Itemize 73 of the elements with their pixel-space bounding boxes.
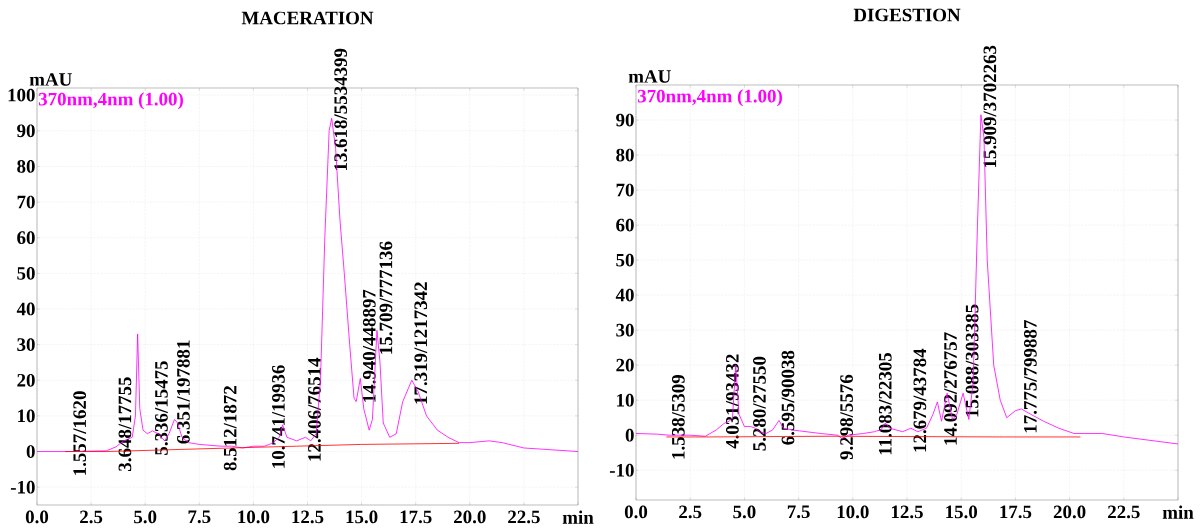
text: 370nm,4nm (1.00) [38,92,183,110]
x-tick-label: 7.5 [188,510,211,524]
annotation: 17.319/1217342 [414,282,428,404]
x-tick-label: 0.0 [624,505,648,519]
y-tick-label: 0 [26,445,35,458]
y-tick-label: 90 [616,113,634,127]
x-tick-label: 15.0 [946,505,978,519]
annotation: 15.088/303385 [965,304,979,417]
y-tick-label: 30 [616,323,634,337]
y-axis-title: mAU [628,70,671,83]
x-tick-label: 20.0 [1053,505,1086,519]
y-tick-label: 70 [616,183,634,197]
annotation: 4.031/93432 [725,354,739,449]
x-tick-label: 10.0 [238,510,270,524]
y-tick-label: 40 [615,288,634,302]
x-tick-label: 22.5 [1108,505,1140,519]
annotation: 8.512/1872 [223,386,237,471]
y-tick-label: 100 [8,88,35,102]
x-tick-label: 0.0 [25,510,49,524]
y-tick-label: -10 [609,463,634,477]
y-tick-label: 10 [617,393,634,407]
annotation: 15.909/3702263 [983,45,997,168]
x-tick-label: 5.0 [733,505,756,519]
chart-title: MACERATION [241,11,374,25]
y-tick-label: 20 [616,358,634,372]
annotation: 14.940/448897 [362,289,376,402]
y-tick-label: 50 [616,253,634,267]
x-tick-label: 17.5 [1000,505,1032,519]
annotation: 13.618/5534399 [334,48,348,171]
x-tick-label: 20.0 [454,510,486,524]
x-tick-label: 17.5 [400,510,432,524]
x-tick-label: 2.5 [80,510,103,524]
y-tick-label: 60 [17,231,35,245]
x-tick-label: 2.5 [679,505,702,519]
annotation: 17.775/799887 [1023,320,1037,433]
y-tick-label: 90 [17,124,35,138]
annotation: 6.351/197881 [177,340,190,444]
y-tick-label: 20 [17,373,35,387]
x-tick-label: 12.5 [292,510,324,524]
x-tick-label: 7.5 [787,505,810,519]
y-tick-label: 50 [17,266,35,280]
annotation: 10.741/19936 [272,365,285,468]
annotation: 12.679/43784 [913,348,927,452]
annotation: 9.298/5576 [840,374,854,460]
annotation: 6.595/90038 [781,350,795,445]
annotation: 14.092/276757 [944,332,957,445]
annotation: 1.538/5309 [671,374,685,459]
annotation: 11.083/22305 [878,352,892,455]
y-tick-label: 10 [18,409,35,423]
y-tick-label: 70 [17,195,35,209]
chart-title: DIGESTION [853,8,961,22]
annotation: 12.406/76514 [308,357,321,461]
text: 370nm,4nm (1.00) [637,89,782,107]
y-tick-label: 80 [17,160,35,173]
y-tick-label: 60 [616,218,634,232]
y-tick-label: 0 [625,428,634,442]
x-tick-label: 12.5 [891,505,923,519]
annotation: 5.336/15475 [155,361,168,455]
annotation: 1.557/1620 [73,391,87,475]
annotation: 5.280/27550 [753,356,766,451]
y-tick-label: 80 [616,148,634,162]
x-tick-label: min [562,510,594,524]
y-tick-label: 30 [17,338,35,351]
x-tick-label: 10.0 [837,505,869,519]
annotation: 3.648/17755 [118,377,132,471]
y-axis-title: mAU [29,73,72,86]
x-tick-label: 15.0 [346,510,378,524]
x-tick-label: 5.0 [134,510,157,524]
x-tick-label: min [1162,505,1194,519]
y-tick-label: 40 [16,302,35,316]
y-tick-label: -10 [10,480,35,494]
annotation: 15.709/777136 [379,241,393,354]
x-tick-label: 22.5 [508,510,540,524]
